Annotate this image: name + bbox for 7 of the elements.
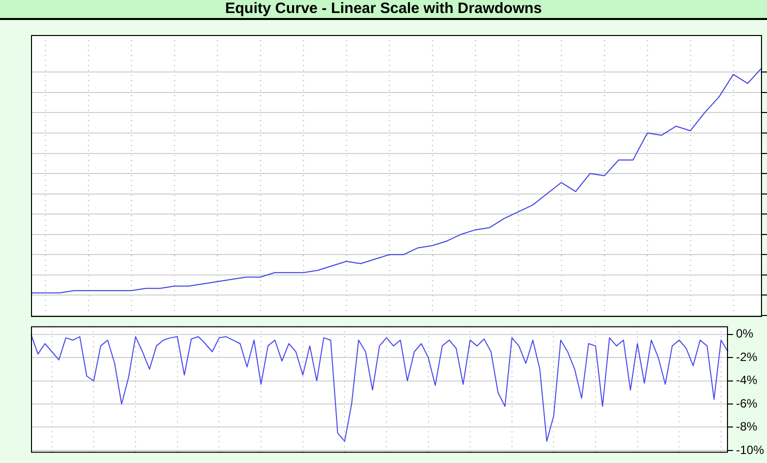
y-tick-label: -10% — [736, 442, 764, 457]
y-tick-label: -4% — [736, 373, 758, 388]
y-tick-label: 0% — [736, 326, 754, 341]
y-tick-label: -6% — [736, 396, 758, 410]
chart-title: Equity Curve - Linear Scale with Drawdowns — [0, 0, 767, 20]
y-tick-label: -8% — [736, 420, 758, 434]
y-tick-label: -2% — [736, 350, 758, 364]
